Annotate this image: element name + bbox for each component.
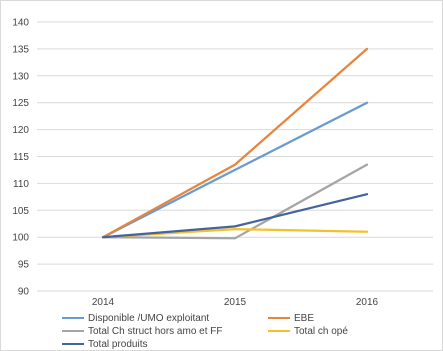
- legend-item-total-produits: Total produits: [62, 338, 147, 350]
- x-tick-label-2014: 2014: [92, 297, 115, 308]
- y-tick-label-115: 115: [13, 152, 29, 163]
- y-tick-label-105: 105: [12, 206, 29, 217]
- legend-swatch-ebe: [268, 317, 290, 319]
- y-tick-label-100: 100: [12, 233, 29, 244]
- legend-label-total-ch-struct: Total Ch struct hors amo et FF: [88, 325, 223, 337]
- legend-label-disponible: Disponible /UMO exploitant: [88, 312, 210, 324]
- legend-swatch-total-ch-struct: [62, 330, 84, 332]
- legend-item-ebe: EBE: [268, 312, 314, 324]
- y-tick-label-110: 110: [13, 179, 29, 190]
- legend-item-total-ch-ope: Total ch opé: [268, 325, 348, 337]
- x-tick-label-2015: 2015: [224, 297, 247, 308]
- legend-label-ebe: EBE: [294, 312, 315, 324]
- legend-item-disponible: Disponible /UMO exploitant: [62, 312, 209, 324]
- y-tick-label-135: 135: [12, 44, 29, 55]
- x-tick-label-2016: 2016: [356, 297, 379, 308]
- y-tick-label-140: 140: [12, 18, 29, 29]
- y-tick-label-95: 95: [18, 260, 30, 271]
- series-line-0: [101, 101, 369, 239]
- legend-swatch-disponible: [62, 317, 84, 319]
- legend-label-total-ch-ope: Total ch opé: [294, 325, 348, 337]
- y-tick-label-125: 125: [12, 98, 29, 109]
- chart-legend: Disponible /UMO exploitant EBE Total Ch …: [62, 312, 422, 350]
- legend-swatch-total-ch-ope: [268, 330, 290, 332]
- legend-label-total-produits: Total produits: [88, 338, 148, 350]
- y-tick-label-130: 130: [12, 71, 29, 82]
- legend-swatch-total-produits: [62, 343, 84, 345]
- legend-item-total-ch-struct: Total Ch struct hors amo et FF: [62, 325, 223, 337]
- y-tick-label-120: 120: [12, 125, 29, 136]
- y-tick-label-90: 90: [18, 287, 30, 298]
- series-line-1: [101, 47, 369, 239]
